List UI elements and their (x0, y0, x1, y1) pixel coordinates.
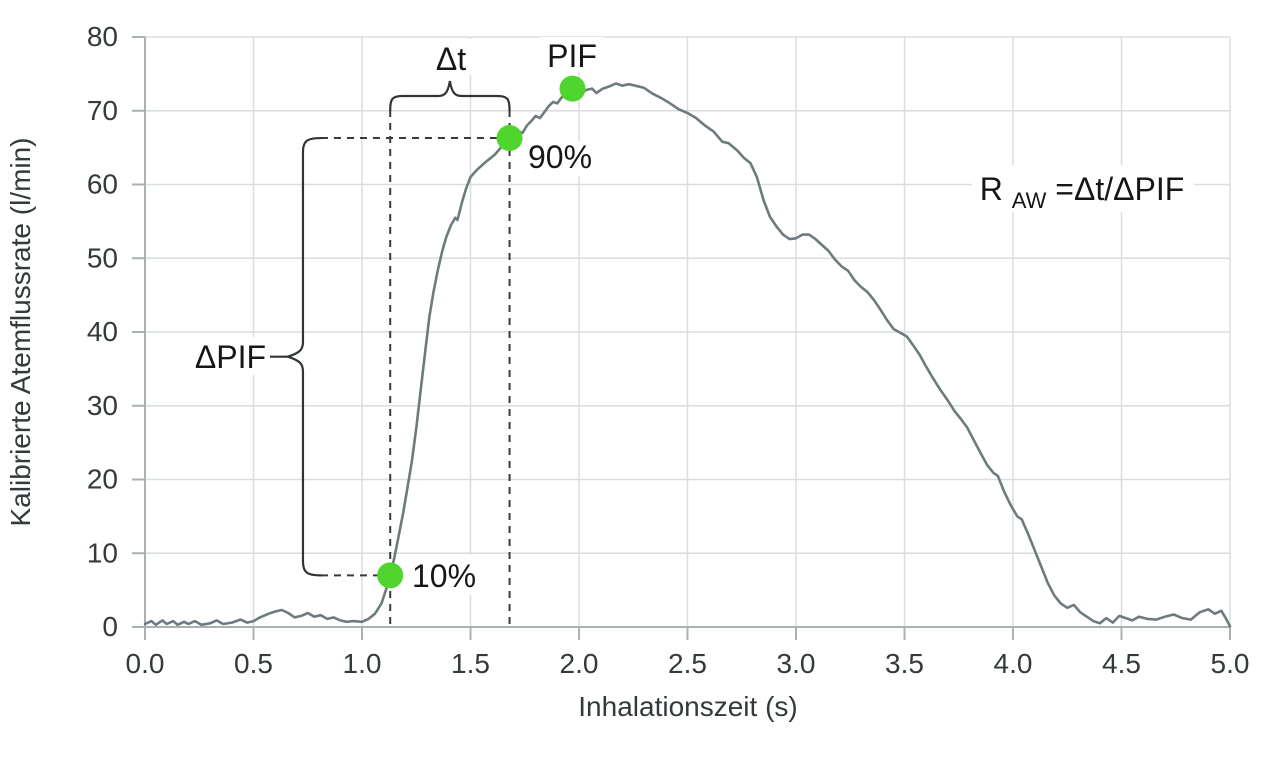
y-tick-label: 70 (87, 95, 118, 126)
x-tick-label: 0.0 (126, 648, 165, 679)
y-tick-label: 80 (87, 21, 118, 52)
x-tick-label: 5.0 (1211, 648, 1250, 679)
ten-percent-annotation: 10% (412, 558, 476, 594)
x-tick-label: 2.0 (560, 648, 599, 679)
x-tick-label: 3.5 (885, 648, 924, 679)
formula-rest: =Δt/ΔPIF (1055, 171, 1184, 207)
label-backplates (184, 37, 1194, 595)
green-marker-dot (377, 562, 404, 589)
dpif-label-backplate (184, 337, 269, 375)
y-tick-label: 30 (87, 390, 118, 421)
p10-label-backplate (407, 555, 485, 595)
x-tick-label: 4.0 (994, 648, 1033, 679)
p90-label-backplate (524, 141, 598, 176)
flow-curve (143, 82, 1232, 628)
pif-annotation: PIF (547, 38, 597, 74)
marker-dots (377, 75, 586, 589)
gridlines (144, 36, 1231, 628)
y-axis-label: Kalibrierte Atemflussrate (l/min) (5, 137, 36, 526)
y-tick-label: 20 (87, 464, 118, 495)
x-tick-label: 0.5 (234, 648, 273, 679)
y-tick-label: 50 (87, 242, 118, 273)
green-marker-dot (559, 75, 586, 102)
delta-pif-brace (284, 136, 323, 577)
x-axis-label: Inhalationszeit (s) (578, 691, 797, 722)
x-tick-label: 1.0 (343, 648, 382, 679)
y-tick-label: 0 (102, 611, 118, 642)
delta-t-brace (389, 80, 511, 112)
annotation-lines (269, 80, 511, 624)
delta-pif-annotation: ΔPIF (195, 339, 266, 375)
y-tick-label: 40 (87, 316, 118, 347)
formula-backplate (972, 165, 1194, 212)
y-tick-label: 60 (87, 169, 118, 200)
x-tick-label: 3.0 (777, 648, 816, 679)
pif-label-backplate (540, 37, 604, 72)
x-tick-label: 2.5 (668, 648, 707, 679)
delta-t-annotation: Δt (436, 41, 466, 77)
x-tick-label: 4.5 (1102, 648, 1141, 679)
raw-formula-annotation: R AW =Δt/ΔPIF (980, 171, 1185, 215)
ninety-percent-annotation: 90% (528, 139, 592, 175)
formula-base: R (980, 171, 1003, 207)
formula-subscript: AW (1012, 188, 1047, 213)
x-tick-label: 1.5 (451, 648, 490, 679)
dt-label-backplate (430, 39, 474, 75)
green-marker-dot (496, 125, 523, 152)
y-tick-label: 10 (87, 537, 118, 568)
axis-ticks (132, 36, 1231, 640)
tick-labels: 0 10 20 30 40 50 60 70 80 0.0 0.5 1.0 1.5 2.0 2.5 3.0 3.… (87, 21, 1250, 679)
